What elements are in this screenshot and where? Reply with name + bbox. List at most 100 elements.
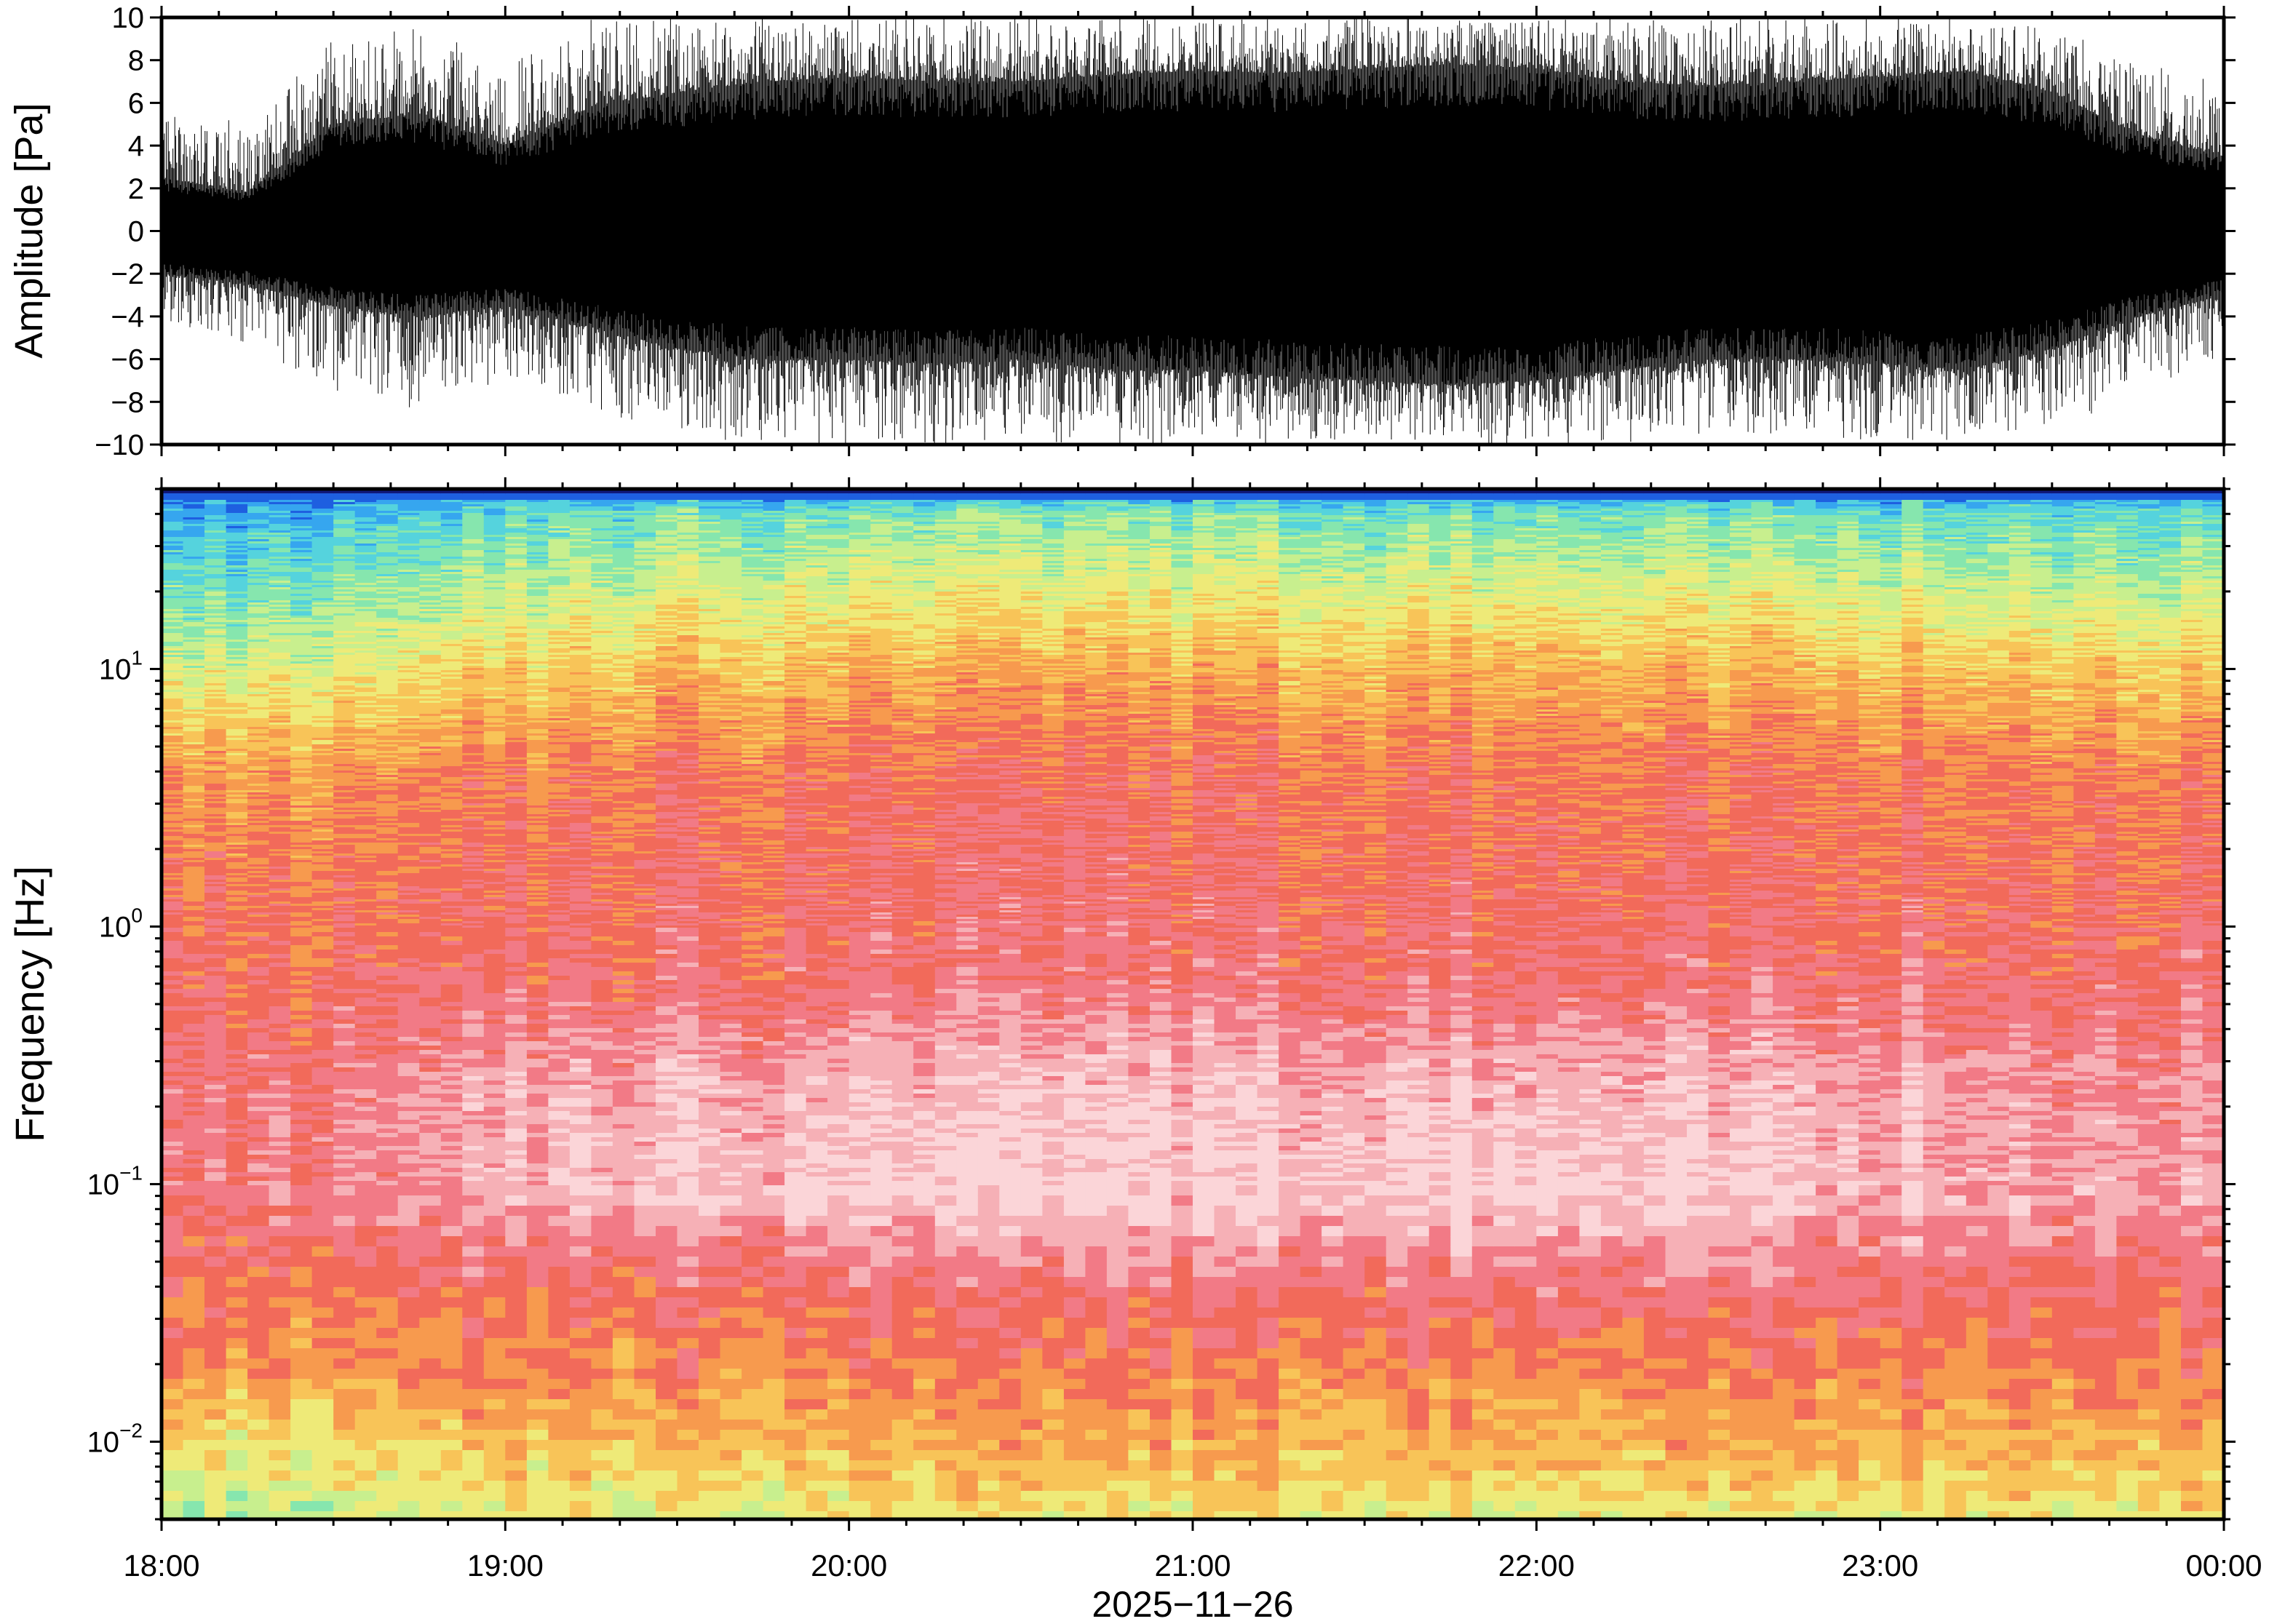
spectrogram-cell (311, 980, 334, 985)
spectrogram-cell (505, 1067, 528, 1072)
spectrogram-cell (354, 616, 377, 618)
spectrogram-cell (311, 926, 334, 928)
spectrogram-cell (247, 493, 270, 496)
spectrogram-cell (183, 498, 205, 501)
spectrogram-cell (290, 1072, 313, 1077)
spectrogram-cell (290, 1015, 313, 1020)
spectrogram-cell (311, 552, 334, 555)
spectrogram-cell (183, 812, 205, 815)
spectrogram-cell (290, 640, 313, 642)
spectrogram-cell (440, 685, 464, 688)
spectrogram-cell (376, 788, 399, 791)
spectrogram-cell (354, 568, 377, 570)
spectrogram-cell (440, 609, 464, 612)
spectrogram-cell (333, 644, 356, 647)
spectrogram-cell (162, 528, 184, 531)
spectrogram-cell (376, 1348, 399, 1359)
spectrogram-cell (311, 843, 334, 845)
spectrogram-cell (162, 1450, 184, 1461)
spectrogram-cell (419, 1150, 442, 1155)
spectrogram-cell (376, 814, 399, 817)
spectrogram-cell (354, 574, 377, 577)
spectrogram-cell (333, 867, 356, 869)
spectrogram-cell (226, 1050, 248, 1055)
spectrogram-cell (269, 642, 291, 645)
spectrogram-cell (505, 971, 528, 976)
spectrogram-cell (333, 517, 356, 520)
spectrogram-cell (204, 618, 227, 621)
spectrogram-cell (440, 498, 464, 501)
spectrogram-cell (226, 1257, 248, 1267)
spectrogram-cell (397, 886, 420, 889)
spectrogram-cell (183, 836, 205, 839)
spectrogram-cell (269, 674, 291, 677)
spectrogram-cell (162, 624, 184, 627)
spectrogram-cell (440, 917, 464, 920)
spectrogram-cell (226, 661, 248, 664)
spectrogram-cell (354, 963, 377, 968)
spectrogram-cell (162, 1297, 184, 1308)
spectrogram-cell (269, 592, 291, 594)
spectrogram-cell (376, 792, 399, 795)
spectrogram-cell (440, 814, 464, 817)
spectrogram-cell (397, 967, 420, 972)
spectrogram-cell (505, 1172, 528, 1177)
spectrogram-cell (183, 524, 205, 527)
spectrogram-cell (376, 771, 399, 773)
spectrogram-cell (333, 1159, 356, 1164)
spectrogram-cell (354, 698, 377, 701)
spectrogram-cell (333, 703, 356, 706)
spectrogram-cell (354, 917, 377, 920)
spectrogram-cell (311, 950, 334, 955)
spectrogram-cell (269, 799, 291, 802)
spectrogram-cell (440, 797, 464, 800)
spectrogram-cell (376, 805, 399, 808)
spectrogram-cell (269, 910, 291, 913)
spectrogram-cell (376, 742, 399, 745)
spectrogram-cell (247, 690, 270, 693)
spectrogram-cell (311, 731, 334, 734)
spectrogram-cell (376, 825, 399, 828)
spectrogram-cell (311, 877, 334, 880)
spectrogram-cell (419, 583, 442, 586)
spectrogram-cell (311, 998, 334, 1003)
spectrogram-cell (247, 725, 270, 728)
spectrogram-cell (333, 598, 356, 601)
spectrogram-cell (162, 908, 184, 911)
spectrogram-cell (440, 1185, 464, 1196)
spectrogram-cell (269, 1063, 291, 1068)
spectrogram-cell (162, 526, 184, 529)
spectrogram-cell (354, 681, 377, 684)
spectrogram-cell (162, 1409, 184, 1420)
spectrogram-cell (354, 650, 377, 653)
spectrogram-cell (311, 690, 334, 693)
spectrogram-cell (419, 1257, 442, 1267)
spectrogram-cell (183, 1460, 205, 1471)
spectrogram-cell (247, 513, 270, 516)
spectrogram-cell (462, 1155, 485, 1160)
spectrogram-cell (376, 640, 399, 642)
spectrogram-cell (311, 1098, 334, 1103)
spectrogram-cell (333, 1420, 356, 1430)
spectrogram-cell (397, 836, 420, 839)
spectrogram-cell (376, 1216, 399, 1227)
spectrogram-cell (419, 646, 442, 649)
spectrogram-cell (226, 1037, 248, 1042)
spectrogram-cell (462, 1297, 485, 1308)
spectrogram-cell (333, 723, 356, 725)
spectrogram-cell (483, 967, 506, 972)
spectrogram-cell (247, 585, 270, 588)
spectrogram-cell (162, 1150, 184, 1155)
spectrogram-cell (376, 513, 399, 516)
spectrogram-cell (247, 747, 270, 749)
spectrogram-cell (204, 1011, 227, 1016)
spectrogram-cell (162, 642, 184, 645)
spectrogram-cell (333, 873, 356, 876)
spectrogram-cell (162, 548, 184, 551)
spectrogram-cell (397, 557, 420, 560)
spectrogram-cell (397, 1491, 420, 1502)
spectrogram-cell (419, 714, 442, 717)
spectrogram-cell (333, 1015, 356, 1020)
spectrogram-cell (462, 491, 485, 494)
spectrogram-cell (354, 1481, 377, 1492)
